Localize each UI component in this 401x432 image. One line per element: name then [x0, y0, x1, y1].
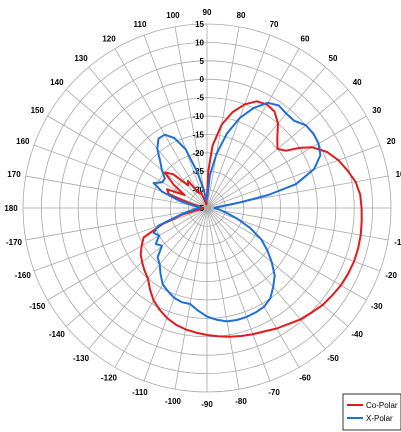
series-layer — [139, 100, 363, 338]
angle-tick-label: 90 — [203, 8, 212, 17]
grid-spoke — [206, 207, 367, 301]
grid-spoke — [174, 207, 208, 390]
grid-spoke — [206, 115, 367, 209]
legend-entry: Co-Polar — [366, 401, 398, 410]
angle-tick-label: 120 — [102, 34, 116, 43]
grid-spoke — [206, 207, 349, 327]
angle-tick-label: -40 — [351, 330, 363, 339]
angle-tick-label: 180 — [4, 204, 18, 213]
grid-spoke — [206, 34, 271, 209]
angle-tick-label: 80 — [237, 11, 246, 20]
angle-tick-label: -160 — [15, 271, 32, 280]
angle-tick-label: -80 — [235, 397, 247, 406]
angle-tick-label: -60 — [299, 374, 311, 383]
grid-spoke — [206, 207, 240, 390]
angle-tick-label: -70 — [268, 388, 280, 397]
angle-tick-label: 170 — [7, 170, 21, 179]
angle-tick-label: 50 — [329, 54, 338, 63]
radial-tick-label: -10 — [192, 112, 204, 121]
grid-spoke — [47, 207, 208, 301]
angle-tick-label: 70 — [270, 20, 279, 29]
angle-tick-label: -120 — [101, 374, 118, 383]
grid-spoke — [33, 207, 208, 272]
angle-tick-label: -50 — [327, 354, 339, 363]
grid-spoke — [206, 144, 381, 209]
angle-tick-label: -10 — [394, 238, 401, 247]
angle-tick-labels: 9080706050403020100-10-20-30-40-50-60-70… — [4, 8, 401, 409]
grid-spoke — [206, 207, 389, 241]
angle-tick-label: -140 — [49, 330, 66, 339]
angle-tick-label: -100 — [165, 397, 182, 406]
angle-tick-label: 100 — [166, 11, 180, 20]
angle-tick-label: 140 — [50, 78, 64, 87]
angle-tick-label: 30 — [372, 106, 381, 115]
angle-tick-label: -90 — [201, 400, 213, 409]
angle-tick-label: 10 — [396, 170, 401, 179]
grid-spoke — [25, 207, 208, 241]
legend: Co-Polar X-Polar — [342, 393, 401, 431]
angle-tick-label: 60 — [301, 34, 310, 43]
angle-tick-label: 110 — [134, 20, 147, 29]
legend-entry: X-Polar — [366, 414, 393, 423]
grid-spoke — [65, 207, 208, 327]
angle-tick-label: 150 — [31, 106, 45, 115]
grid-spoke — [206, 26, 240, 209]
angle-tick-label: -20 — [385, 271, 397, 280]
grid-spoke — [206, 207, 326, 350]
radial-tick-label: -20 — [192, 149, 204, 158]
grid-spoke — [206, 207, 271, 382]
radial-tick-label: -25 — [192, 167, 204, 176]
angle-tick-label: -30 — [371, 302, 383, 311]
angle-tick-label: -150 — [29, 302, 46, 311]
grid-spoke — [25, 175, 208, 209]
angle-tick-label: 160 — [16, 137, 30, 146]
radial-tick-label: -15 — [192, 130, 204, 139]
angle-tick-label: -170 — [6, 238, 23, 247]
radial-tick-label: -5 — [197, 94, 205, 103]
radial-tick-label: 0 — [200, 75, 205, 84]
grid-spoke — [206, 66, 326, 209]
angle-tick-label: 20 — [387, 137, 396, 146]
legend-box — [342, 393, 401, 431]
angle-tick-label: 130 — [74, 54, 88, 63]
series-line-x-polar — [152, 101, 322, 323]
angle-tick-label: 40 — [353, 78, 362, 87]
radial-tick-label: 10 — [195, 38, 204, 47]
grid-spoke — [65, 89, 208, 209]
radial-tick-label: 5 — [200, 57, 205, 66]
grid-spoke — [143, 34, 208, 209]
grid-spoke — [143, 207, 208, 382]
grid-spoke — [114, 48, 208, 209]
polar-grid — [22, 23, 392, 393]
grid-spoke — [206, 207, 300, 368]
angle-tick-label: -130 — [73, 354, 90, 363]
grid-spoke — [206, 48, 300, 209]
grid-spoke — [174, 26, 208, 209]
radial-tick-label: 15 — [195, 20, 204, 29]
grid-spoke — [114, 207, 208, 368]
radial-tick-label: -30 — [192, 186, 204, 195]
series-line-co-polar — [139, 100, 363, 338]
angle-tick-label: -110 — [132, 388, 148, 397]
